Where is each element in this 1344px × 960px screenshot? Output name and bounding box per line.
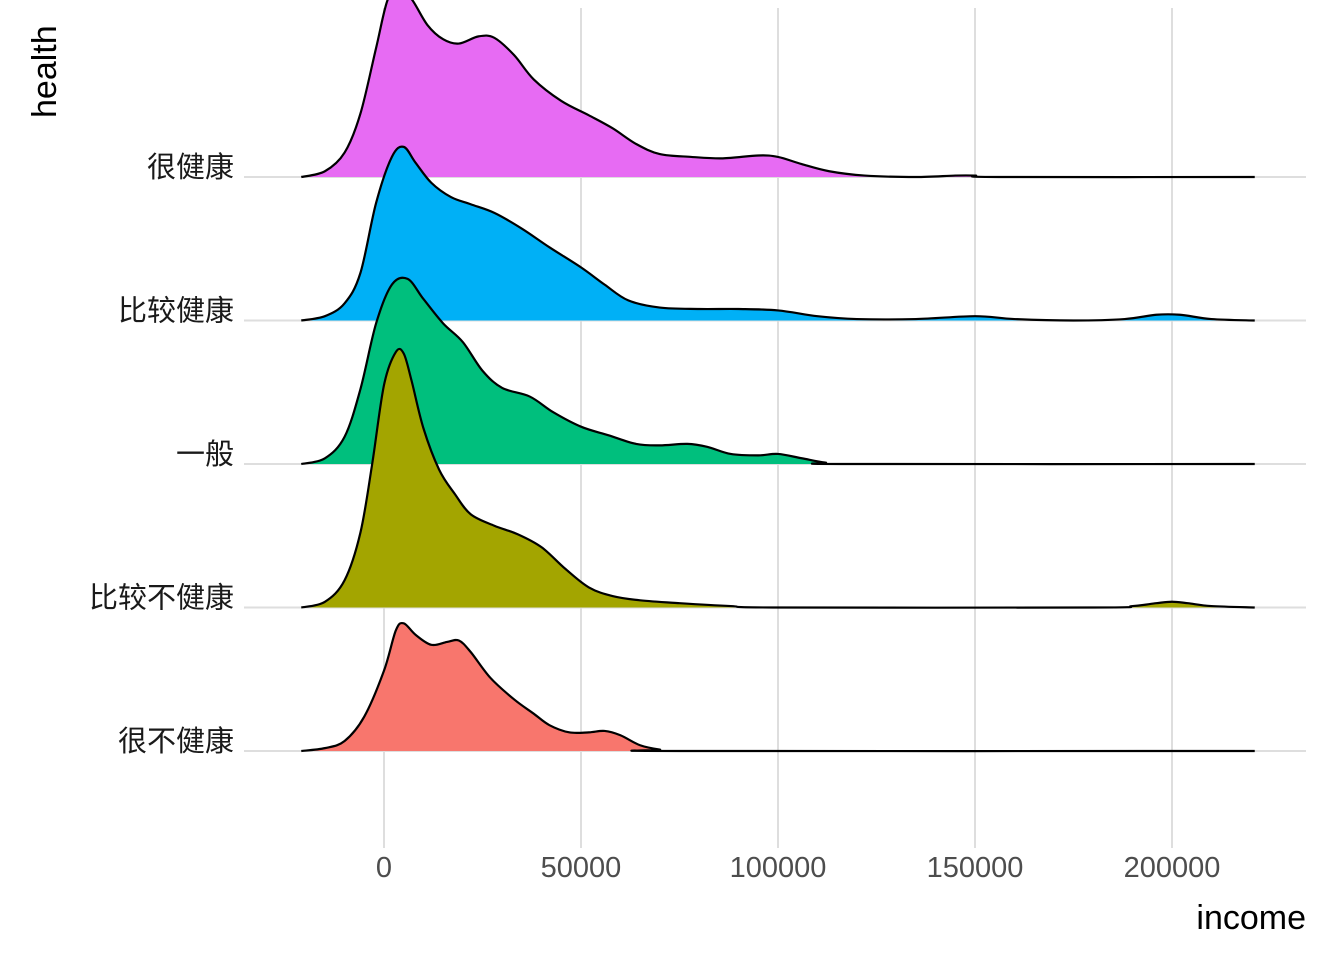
y-category-label-4: 很健康 xyxy=(147,150,234,184)
x-tick-label-4: 200000 xyxy=(1124,852,1221,884)
ridge-0 xyxy=(301,621,1255,753)
ridge-area-2 xyxy=(301,277,1255,465)
y-category-label-3: 比较健康 xyxy=(118,294,234,328)
ridge-outline-0 xyxy=(301,621,1255,753)
ridge-area-1 xyxy=(301,348,1255,608)
ridge-outline-4 xyxy=(301,0,1255,179)
x-tick-label-1: 50000 xyxy=(541,852,622,884)
ridge-2 xyxy=(301,276,1255,466)
ridge-4 xyxy=(301,0,1255,179)
ridges xyxy=(301,0,1255,753)
x-tick-label-3: 150000 xyxy=(927,852,1024,884)
ridge-area-4 xyxy=(301,0,1255,178)
x-axis-title: income xyxy=(1196,899,1306,937)
ridge-1 xyxy=(301,347,1255,609)
ridge-outline-1 xyxy=(301,347,1255,609)
y-category-labels: 很不健康 比较不健康 一般 比较健康 很健康 xyxy=(89,150,234,758)
x-tick-label-2: 100000 xyxy=(730,852,827,884)
y-category-label-0: 很不健康 xyxy=(118,724,234,758)
ridge-area-3 xyxy=(301,146,1255,321)
y-category-label-1: 比较不健康 xyxy=(89,581,234,615)
x-tick-labels: 0 50000 100000 150000 200000 xyxy=(376,852,1220,884)
x-tick-label-0: 0 xyxy=(376,852,392,884)
ridge-outline-3 xyxy=(301,145,1255,322)
y-axis-title: health xyxy=(26,25,64,118)
y-category-label-2: 一般 xyxy=(176,437,234,471)
ridge-outline-2 xyxy=(301,276,1255,466)
ridge-3 xyxy=(301,145,1255,322)
